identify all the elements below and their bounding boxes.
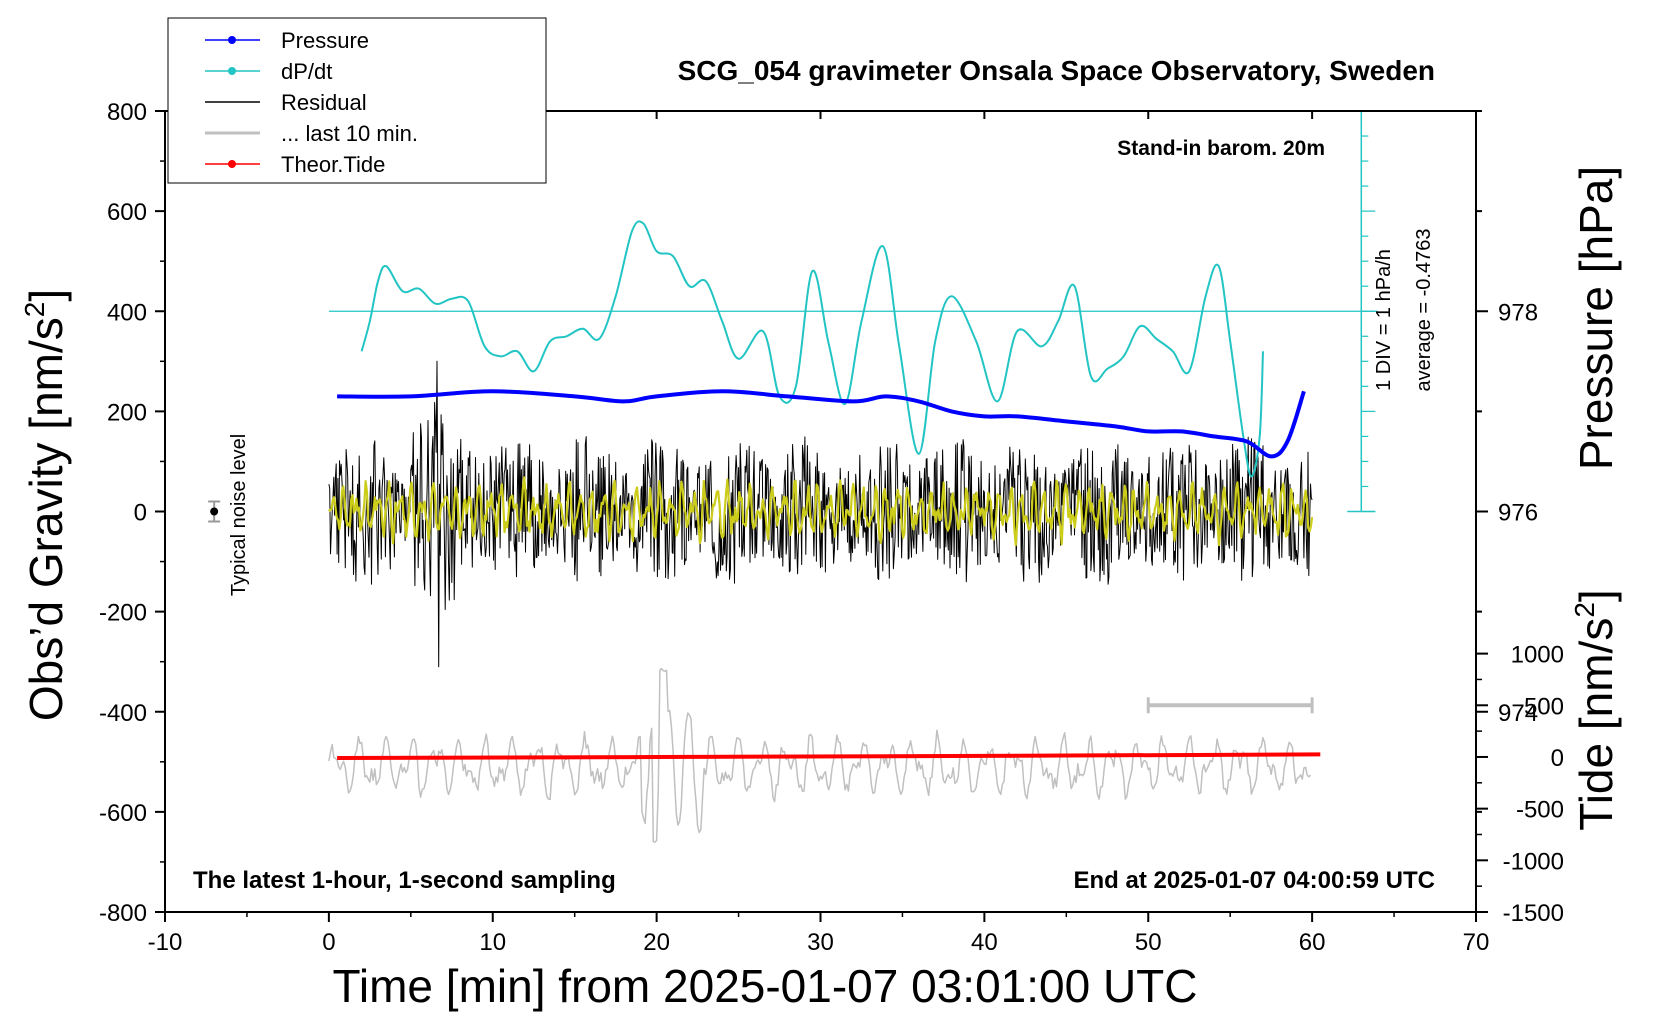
x-tick-label: 40 bbox=[971, 929, 998, 956]
y-tick-label-tide: 1000 bbox=[1511, 642, 1564, 669]
y-tick-label-gravity: -800 bbox=[99, 900, 147, 927]
y-tick-label-pressure: 976 bbox=[1498, 500, 1538, 527]
dpdt-line bbox=[360, 220, 1264, 478]
y-axis-title-gravity: Obs’d Gravity [nm/s2] bbox=[19, 289, 72, 721]
residual-line bbox=[328, 360, 1313, 668]
x-tick-label: 0 bbox=[322, 929, 335, 956]
end-at-annotation: End at 2025-01-07 04:00:59 UTC bbox=[1074, 867, 1436, 894]
y-tick-label-gravity: -200 bbox=[99, 600, 147, 627]
latest-annotation: The latest 1-hour, 1-second sampling bbox=[193, 867, 616, 894]
legend-marker bbox=[228, 36, 236, 44]
y-tick-label-tide: -500 bbox=[1516, 797, 1564, 824]
noise-marker bbox=[210, 507, 219, 516]
y-tick-label-pressure: 974 bbox=[1498, 700, 1538, 727]
chart-title: SCG_054 gravimeter Onsala Space Observat… bbox=[678, 55, 1435, 86]
last10min-line bbox=[328, 667, 1312, 843]
pressure-line bbox=[337, 389, 1306, 459]
y-tick-label-pressure: 978 bbox=[1498, 299, 1538, 326]
legend-marker bbox=[228, 160, 236, 168]
x-tick-label: 20 bbox=[643, 929, 670, 956]
y-tick-label-gravity: 400 bbox=[107, 299, 147, 326]
y-tick-label-tide: 0 bbox=[1551, 745, 1564, 772]
y-tick-label-gravity: 0 bbox=[134, 500, 147, 527]
legend: Pressure dP/dt Residual ... last 10 min. The… bbox=[167, 17, 547, 184]
x-tick-label: -10 bbox=[148, 929, 183, 956]
y-tick-label-tide: -1500 bbox=[1503, 900, 1564, 927]
noise-label: Typical noise level bbox=[228, 434, 250, 596]
x-tick-label: 70 bbox=[1463, 929, 1490, 956]
legend-label: Residual bbox=[281, 90, 367, 115]
legend-label: dP/dt bbox=[281, 59, 332, 84]
y-tick-label-gravity: 800 bbox=[107, 99, 147, 126]
y-tick-label-tide: -1000 bbox=[1503, 848, 1564, 875]
y-tick-label-tide: 500 bbox=[1524, 693, 1564, 720]
axes-layer: -10 0 10 20 30 40 50 60 70 -800 -600 -400 -200 0 200 40… bbox=[99, 99, 1564, 956]
y-tick-label-gravity: -600 bbox=[99, 800, 147, 827]
y-tick-label-gravity: -400 bbox=[99, 700, 147, 727]
x-tick-label: 50 bbox=[1135, 929, 1162, 956]
y-axis-title-tide: Tide [nm/s2] bbox=[1569, 589, 1622, 830]
y-axis-title-pressure: Pressure [hPa] bbox=[1570, 166, 1622, 470]
legend-label: Theor.Tide bbox=[281, 152, 385, 177]
stand-in-annotation: Stand-in barom. 20m bbox=[1117, 137, 1325, 160]
y-tick-label-gravity: 600 bbox=[107, 199, 147, 226]
x-axis-title: Time [min] from 2025-01-07 03:01:00 UTC bbox=[333, 960, 1198, 1012]
legend-label: Pressure bbox=[281, 28, 369, 53]
smoothed-residual-line bbox=[328, 476, 1314, 547]
legend-marker bbox=[228, 67, 236, 75]
series-layer bbox=[208, 110, 1378, 843]
legend-box bbox=[167, 17, 547, 184]
x-tick-label: 60 bbox=[1299, 929, 1326, 956]
x-tick-label: 30 bbox=[807, 929, 834, 956]
x-tick-label: 10 bbox=[479, 929, 506, 956]
y-tick-label-gravity: 200 bbox=[107, 399, 147, 426]
tide-line bbox=[337, 752, 1321, 760]
legend-label: ... last 10 min. bbox=[281, 121, 418, 146]
average-label: average = -0.4763 bbox=[1413, 229, 1435, 392]
div-label: 1 DIV = 1 hPa/h bbox=[1373, 249, 1395, 391]
